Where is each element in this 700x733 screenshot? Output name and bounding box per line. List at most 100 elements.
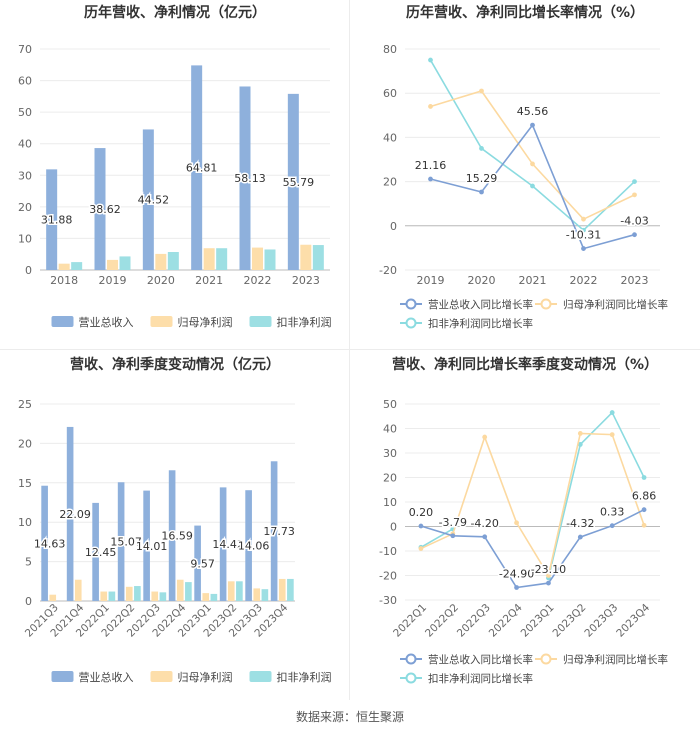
y-tick-label: 10 <box>18 516 32 529</box>
data-label: -4.32 <box>566 517 594 530</box>
point-0 <box>609 523 615 529</box>
data-label: 6.86 <box>632 490 657 503</box>
series-line-2 <box>429 59 636 232</box>
legend-swatch <box>249 316 272 327</box>
legend-swatch <box>51 316 74 327</box>
y-tick-label: -30 <box>379 594 397 607</box>
point-1 <box>428 104 433 109</box>
x-tick-label: 2020 <box>147 274 175 287</box>
y-tick-label: 70 <box>18 43 32 56</box>
bar-0 <box>142 129 154 270</box>
point-1 <box>577 431 583 436</box>
data-label: 45.56 <box>517 105 549 118</box>
bar-2 <box>216 248 228 270</box>
bar-2 <box>264 249 276 270</box>
series-line-1 <box>420 432 645 578</box>
point-2 <box>609 410 615 415</box>
point-2 <box>641 475 647 480</box>
bar-2 <box>134 586 141 601</box>
y-tick-label: 0 <box>390 521 397 534</box>
bar-2 <box>312 245 324 270</box>
x-tick-label: 2019 <box>417 274 445 287</box>
data-label: 15.29 <box>466 172 498 185</box>
data-label: 14.42 <box>212 538 244 551</box>
point-0 <box>514 585 519 590</box>
data-label: 14.06 <box>238 540 270 553</box>
x-tick-label: 2020 <box>468 274 496 287</box>
legend-marker <box>405 672 417 684</box>
bar-0 <box>239 86 251 271</box>
bar-2 <box>236 581 243 601</box>
x-tick-label: 2018 <box>50 274 78 287</box>
series-line-0 <box>420 508 645 589</box>
point-0 <box>641 507 647 513</box>
point-1 <box>581 216 586 222</box>
annual-revenue-profit-chart: 0 10 20 30 40 50 60 70 31.88 38.62 44.52 64.81 58.13… <box>18 43 332 329</box>
data-label: 16.59 <box>161 530 193 543</box>
legend-marker <box>405 653 417 665</box>
point-0 <box>546 580 551 586</box>
y-tick-label: 15 <box>18 477 32 490</box>
bar-2 <box>71 262 83 270</box>
bar-0 <box>143 490 150 601</box>
point-2 <box>530 183 535 189</box>
x-tick-label: 2022Q2 <box>423 602 461 640</box>
bar-0 <box>270 461 278 601</box>
point-0 <box>530 122 535 128</box>
y-tick-label: 0 <box>390 220 397 233</box>
data-label: -23.10 <box>531 563 566 576</box>
bar-1 <box>74 579 82 601</box>
point-0 <box>632 232 637 238</box>
bar-2 <box>159 592 167 601</box>
x-tick-label: 2022 <box>570 274 598 287</box>
y-tick-label: 60 <box>18 75 32 88</box>
data-label: 58.13 <box>234 172 266 185</box>
x-tick-label: 2022Q1 <box>391 602 429 640</box>
y-tick-label: 20 <box>383 176 397 189</box>
annual-growth-rate-panel: 历年营收、净利同比增长率情况（%） -20 0 20 40 60 80 21.16 15.29… <box>350 0 700 350</box>
legend-swatch <box>249 671 272 682</box>
y-tick-label: 40 <box>18 138 32 151</box>
bar-0 <box>245 490 252 601</box>
bar-1 <box>278 578 286 601</box>
quarterly-growth-rate-panel: 营收、净利同比增长率季度变动情况（%） -30 -20 -10 0 10 20 30 40 50… <box>350 352 700 702</box>
legend-label: 扣非净利润 <box>277 670 332 684</box>
point-1 <box>530 161 535 167</box>
bar-0 <box>194 525 201 601</box>
point-1 <box>632 192 637 198</box>
bar-1 <box>176 579 184 601</box>
bar-1 <box>49 594 57 601</box>
bar-1 <box>58 263 70 270</box>
y-tick-label: 30 <box>18 169 32 182</box>
legend-label: 扣非净利润同比增长率 <box>428 672 533 685</box>
y-tick-label: -10 <box>379 545 397 558</box>
data-label: -3.79 <box>439 516 467 529</box>
data-label: 14.01 <box>136 540 168 553</box>
chart-title: 历年营收、净利同比增长率情况（%） <box>405 5 645 21</box>
legend-marker <box>405 298 417 310</box>
bar-0 <box>66 426 74 601</box>
bar-0 <box>287 93 299 270</box>
point-2 <box>581 227 586 233</box>
x-tick-label: 2023 <box>292 274 320 287</box>
legend-label: 营业总收入同比增长率 <box>428 298 533 311</box>
bar-0 <box>219 487 227 601</box>
x-tick-label: 2023Q1 <box>519 602 557 640</box>
y-tick-label: 20 <box>18 437 32 450</box>
point-0 <box>428 176 433 182</box>
data-label: 15.07 <box>110 536 142 549</box>
bar-1 <box>300 244 312 270</box>
x-tick-label: 2021 <box>519 274 547 287</box>
bar-1 <box>203 248 215 270</box>
data-label: 0.20 <box>409 506 434 519</box>
y-tick-label: 20 <box>383 472 397 485</box>
chart-title: 营收、净利季度变动情况（亿元） <box>70 357 280 373</box>
bar-1 <box>100 591 108 601</box>
data-label: 38.62 <box>89 203 121 216</box>
y-tick-label: 25 <box>18 398 32 411</box>
x-tick-label: 2023Q4 <box>614 601 652 639</box>
quarterly-growth-rate-chart: -30 -20 -10 0 10 20 30 40 50 0.20 -3.79 -4.20 -24.90… <box>379 398 668 685</box>
data-source: 数据来源：恒生聚源 <box>295 710 404 724</box>
chart-title: 营收、净利同比增长率季度变动情况（%） <box>391 357 659 373</box>
x-tick-label: 2023Q3 <box>582 602 620 640</box>
